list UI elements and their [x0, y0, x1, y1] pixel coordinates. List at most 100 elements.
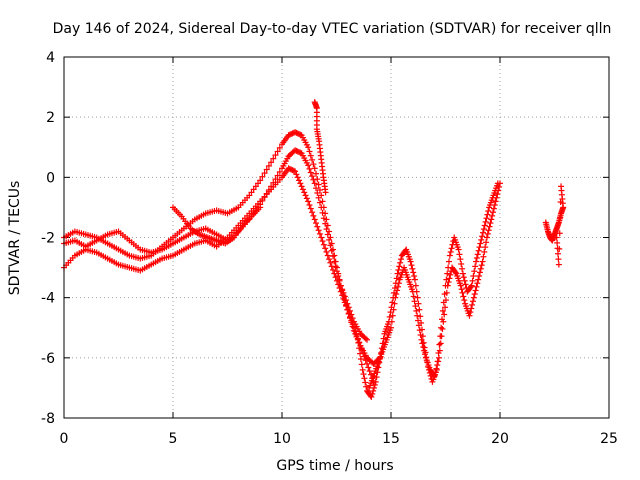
- data-point: [358, 346, 365, 353]
- data-point: [555, 261, 562, 268]
- data-point: [479, 258, 486, 265]
- data-point: [557, 214, 564, 221]
- data-point: [348, 317, 355, 324]
- data-point: [439, 307, 446, 314]
- data-point: [272, 176, 279, 183]
- data-point: [344, 306, 351, 313]
- data-point: [394, 270, 401, 277]
- data-point: [352, 328, 359, 335]
- data-point: [417, 313, 424, 320]
- data-point: [286, 165, 293, 172]
- data-point: [257, 177, 264, 184]
- data-point: [319, 209, 326, 216]
- data-point: [320, 241, 327, 248]
- data-point: [477, 240, 484, 247]
- data-point: [305, 144, 312, 151]
- data-point: [248, 189, 255, 196]
- data-point: [311, 216, 318, 223]
- data-point: [415, 322, 422, 329]
- data-point: [297, 149, 304, 156]
- data-point: [442, 297, 449, 304]
- data-point: [246, 192, 253, 199]
- data-point: [558, 183, 565, 190]
- data-point: [471, 291, 478, 298]
- data-point: [370, 387, 377, 394]
- data-point: [340, 295, 347, 302]
- data-point: [391, 300, 398, 307]
- data-point: [408, 262, 415, 269]
- data-point: [478, 262, 485, 269]
- data-point: [322, 189, 329, 196]
- data-point: [477, 265, 484, 272]
- data-point: [467, 309, 474, 316]
- data-point: [309, 156, 316, 163]
- data-point: [303, 195, 310, 202]
- data-point: [482, 218, 489, 225]
- data-point: [388, 318, 395, 325]
- data-point: [490, 205, 497, 212]
- y-axis-label: SDTVAR / TECUs: [7, 181, 23, 296]
- data-point: [392, 294, 399, 301]
- data-point: [474, 251, 481, 258]
- data-point: [316, 199, 323, 206]
- data-point: [415, 317, 422, 324]
- data-point: [459, 270, 466, 277]
- y-tick-label: 2: [46, 110, 55, 126]
- data-point: [368, 393, 375, 400]
- data-point: [315, 227, 322, 234]
- data-point: [309, 209, 316, 216]
- data-point: [373, 374, 380, 381]
- data-point: [263, 166, 270, 173]
- data-point: [431, 372, 438, 379]
- data-point: [313, 185, 320, 192]
- data-point: [360, 350, 367, 357]
- data-point: [409, 288, 416, 295]
- data-point: [292, 168, 299, 175]
- data-point: [554, 250, 561, 257]
- data-point: [316, 186, 323, 193]
- data-point: [476, 244, 483, 251]
- data-point: [306, 202, 313, 209]
- data-point: [442, 304, 449, 311]
- data-point: [496, 183, 503, 190]
- data-point: [493, 194, 500, 201]
- data-point: [318, 204, 325, 211]
- data-point: [288, 166, 295, 173]
- data-point: [447, 248, 454, 255]
- data-point: [315, 181, 322, 188]
- data-point: [422, 351, 429, 358]
- data-point: [313, 170, 320, 177]
- data-point: [349, 321, 356, 328]
- data-point: [462, 281, 469, 288]
- data-point: [361, 375, 368, 382]
- plot-frame: [63, 56, 610, 419]
- data-point: [296, 177, 303, 184]
- data-point: [458, 286, 465, 293]
- x-tick-label: 0: [60, 431, 69, 447]
- data-point: [294, 174, 301, 181]
- data-points: [61, 99, 567, 400]
- data-point: [337, 288, 344, 295]
- data-point: [328, 263, 335, 270]
- data-point: [437, 340, 444, 347]
- data-point: [446, 275, 453, 282]
- data-point: [447, 271, 454, 278]
- data-point: [469, 301, 476, 308]
- data-point: [330, 246, 337, 253]
- data-point: [276, 144, 283, 151]
- data-point: [417, 331, 424, 338]
- data-point: [455, 246, 462, 253]
- data-point: [350, 324, 357, 331]
- data-point: [323, 226, 330, 233]
- data-point: [335, 281, 342, 288]
- data-point: [306, 165, 313, 172]
- data-point: [387, 309, 394, 316]
- data-point: [326, 236, 333, 243]
- data-point: [314, 189, 321, 196]
- data-point: [398, 256, 405, 263]
- data-point: [411, 298, 418, 305]
- data-point: [324, 231, 331, 238]
- data-point: [285, 132, 292, 139]
- data-point: [294, 148, 301, 155]
- tick-layer: 0 5 10 15 20 25 -8 -6 -4 -2 0 2 4: [41, 50, 618, 447]
